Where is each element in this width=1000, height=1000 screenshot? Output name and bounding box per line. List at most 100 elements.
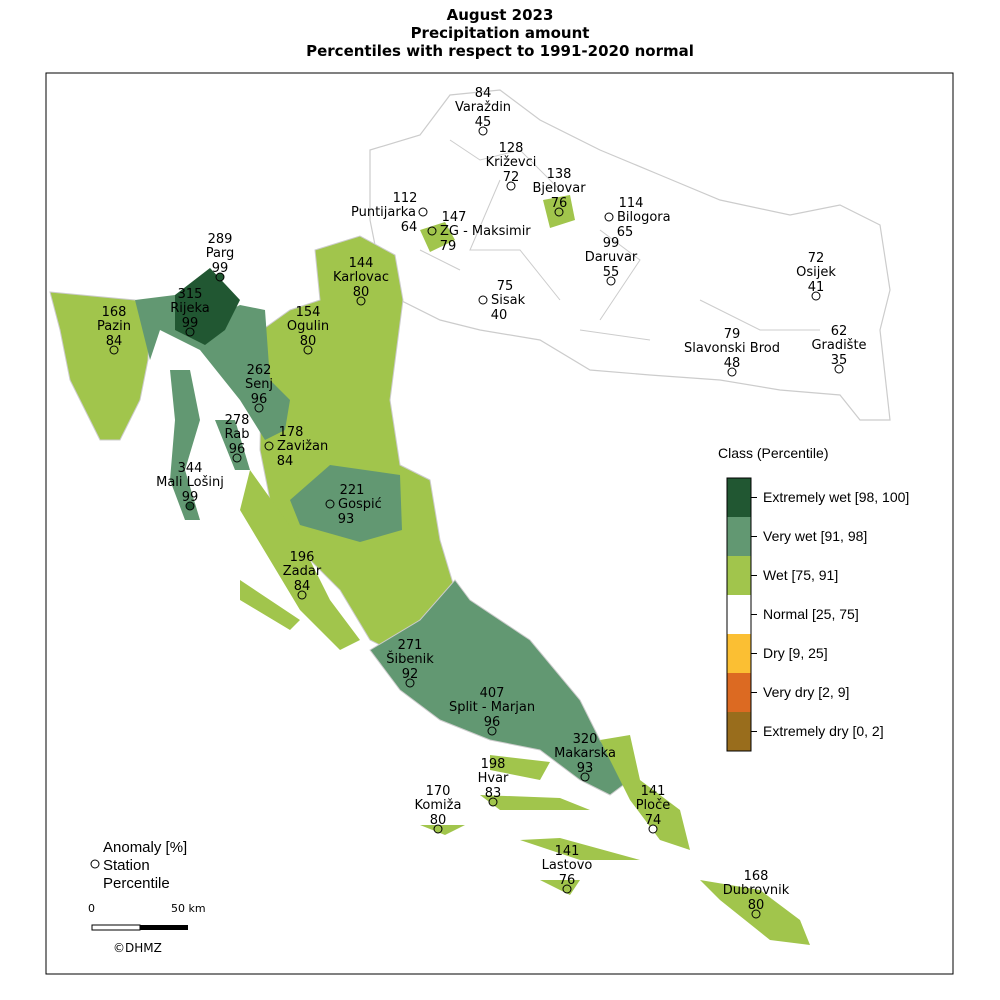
region-istria-wet (49, 291, 151, 441)
station-anomaly: 114 (619, 196, 644, 211)
station-marker-icon (554, 207, 564, 217)
station-name: Bilogora (617, 210, 671, 225)
station-anomaly: 289 (208, 232, 233, 247)
station-percentile: 99 (182, 316, 199, 331)
station-percentile: 93 (577, 761, 594, 776)
region-islands-verywet (170, 370, 250, 520)
region-borders (419, 139, 820, 341)
station-name: Puntijarka (351, 205, 416, 220)
station-marker-icon (215, 272, 225, 282)
station-anomaly: 72 (808, 251, 825, 266)
station-name: Zavižan (277, 439, 328, 454)
key-station: Station (103, 857, 150, 874)
scale-zero: 0 (88, 902, 95, 915)
station-name: Križevci (486, 155, 537, 170)
station-marker-icon (356, 296, 366, 306)
station-percentile: 80 (300, 334, 317, 349)
station-anomaly: 147 (442, 210, 467, 225)
station-anomaly: 62 (831, 324, 848, 339)
station-name: Ploče (636, 798, 671, 813)
station-marker-icon (297, 590, 307, 600)
station-anomaly: 320 (573, 732, 598, 747)
region-rijeka-extremelywet (175, 268, 240, 345)
station-anomaly: 221 (340, 483, 365, 498)
station-percentile: 80 (748, 898, 765, 913)
legend-swatch (727, 595, 751, 634)
station-marker-icon (303, 345, 313, 355)
region-continental-normal (369, 89, 891, 421)
station-name: Split - Marjan (449, 700, 535, 715)
station-name: ZG - Maksimir (440, 224, 531, 239)
region-coast-wet (240, 470, 360, 650)
legend-swatch (727, 517, 751, 556)
station-percentile: 79 (440, 239, 457, 254)
station-name: Pazin (97, 319, 131, 334)
station-name: Gospić (338, 497, 382, 512)
station-percentile: 80 (353, 285, 370, 300)
station-anomaly: 75 (497, 279, 514, 294)
station-anomaly: 198 (481, 757, 506, 772)
station-name: Parg (206, 246, 235, 261)
station-anomaly: 262 (247, 363, 272, 378)
title-line-3: Percentiles with respect to 1991-2020 no… (306, 42, 694, 60)
station-marker-icon (232, 453, 242, 463)
station-anomaly: 128 (499, 141, 524, 156)
station-percentile: 64 (401, 220, 418, 235)
station-marker-icon (562, 884, 572, 894)
station-name: Šibenik (386, 651, 434, 667)
station-anomaly: 178 (279, 425, 304, 440)
station-percentile: 93 (338, 512, 355, 527)
station-anomaly: 168 (744, 869, 769, 884)
station-anomaly: 278 (225, 413, 250, 428)
station-marker-icon (487, 726, 497, 736)
station-percentile: 76 (559, 873, 576, 888)
station-name: Ogulin (287, 319, 329, 334)
station-percentile: 74 (645, 813, 662, 828)
station-percentile: 72 (503, 170, 520, 185)
station-marker-icon (185, 327, 195, 337)
station-name: Sisak (491, 293, 526, 308)
station-percentile: 40 (491, 308, 508, 323)
station-anomaly: 271 (398, 638, 423, 653)
station-anomaly: 170 (426, 784, 451, 799)
station-percentile: 35 (831, 353, 848, 368)
station-marker-icon (254, 403, 264, 413)
legend-swatch (727, 556, 751, 595)
station-marker-icon (506, 181, 516, 191)
station-anomaly: 138 (547, 167, 572, 182)
legend-swatch (727, 712, 751, 751)
station-name: Gradište (811, 338, 866, 353)
key-station-marker-icon (90, 859, 100, 869)
station-marker-icon (727, 367, 737, 377)
station-marker-icon (433, 824, 443, 834)
legend-colorbar-frame (726, 477, 752, 752)
station-name: Makarska (554, 746, 616, 761)
station-marker-icon (427, 226, 437, 236)
station-marker-icon (751, 909, 761, 919)
station-name: Dubrovnik (723, 883, 790, 898)
scale-bar-black (140, 925, 188, 930)
station-name: Varaždin (455, 100, 511, 115)
legend-label: Very dry [2, 9] (763, 684, 849, 700)
title-line-1: August 2023 (446, 6, 554, 24)
station-name: Komiža (415, 798, 462, 813)
station-percentile: 84 (277, 454, 294, 469)
